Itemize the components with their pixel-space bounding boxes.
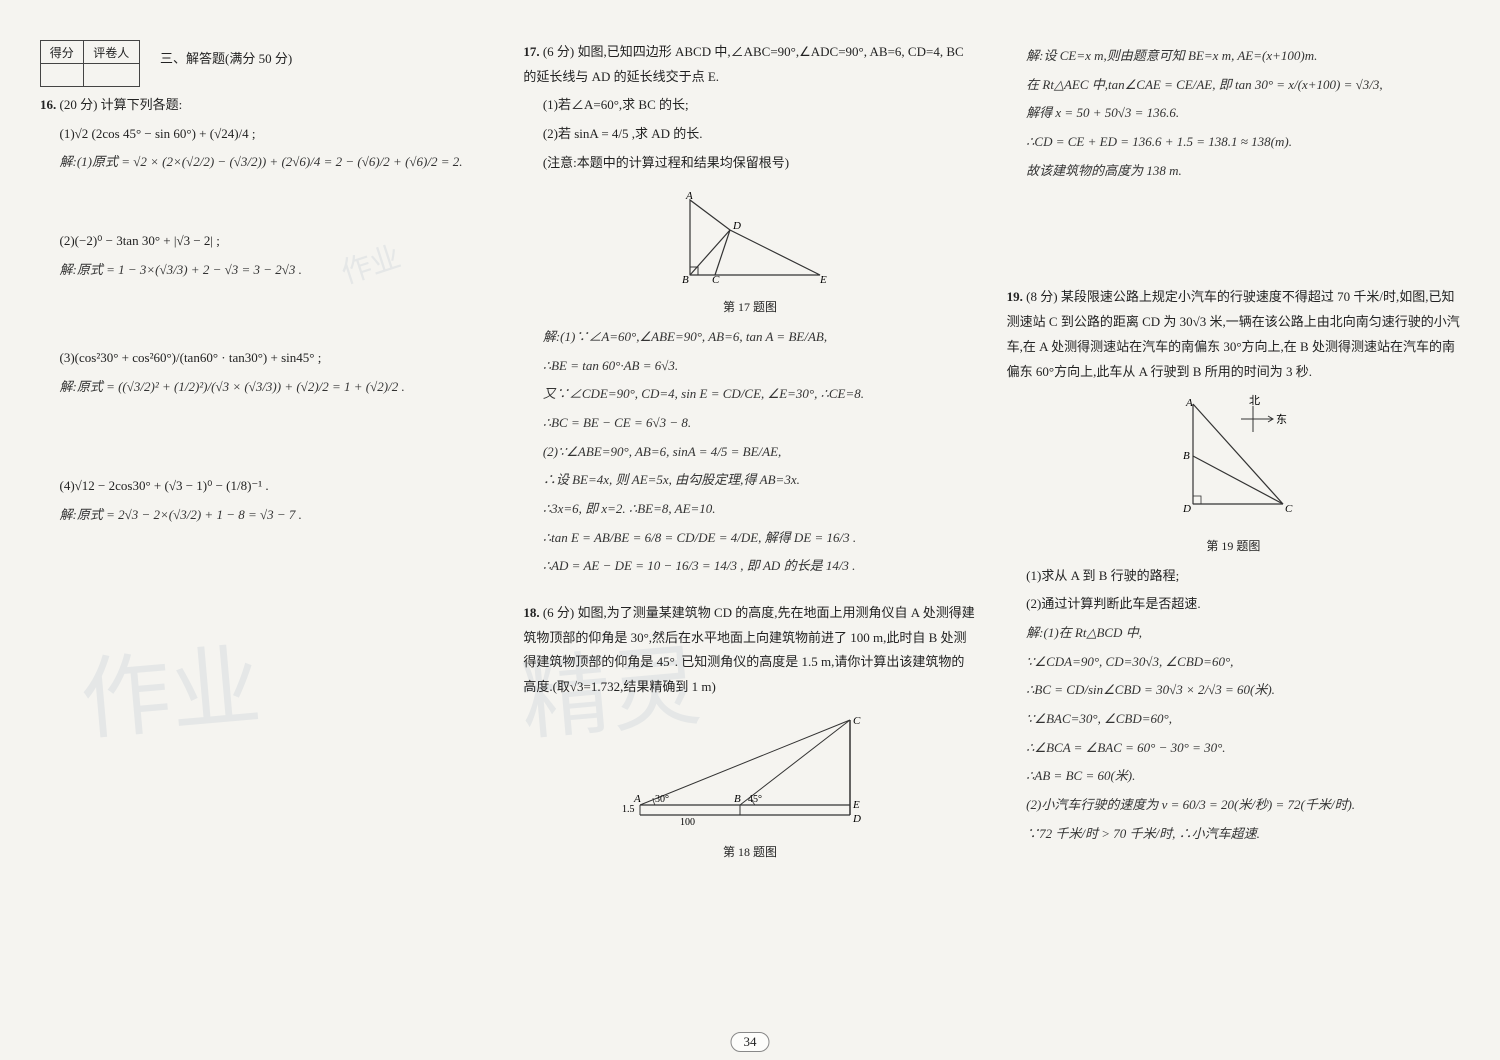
column-2: 17. (6 分) 如图,已知四边形 ABCD 中,∠ABC=90°,∠ADC=… [523, 40, 976, 1040]
p16-part3-q: (3)(cos²30° + cos²60°)/(tan60° · tan30°)… [40, 346, 493, 371]
p19-sol-0: 解:(1)在 Rt△BCD 中, [1007, 621, 1460, 646]
score-header: 得分 [41, 41, 84, 64]
score-table: 得分 评卷人 [40, 40, 140, 87]
svg-text:30°: 30° [655, 794, 669, 805]
svg-text:C: C [1285, 503, 1293, 515]
p19-sol-6: (2)小汽车行驶的速度为 v = 60/3 = 20(米/秒) = 72(千米/… [1007, 793, 1460, 818]
header-row: 得分 评卷人 三、解答题(满分 50 分) [40, 40, 493, 93]
p16-part4-q: (4)√12 − 2cos30° + (√3 − 1)⁰ − (1/8)⁻¹ . [40, 474, 493, 499]
svg-text:D: D [852, 813, 861, 825]
p17-sol-3: ∴BC = BE − CE = 6√3 − 8. [523, 411, 976, 436]
p17-sol-0: 解:(1)∵∠A=60°,∠ABE=90°, AB=6, tan A = BE/… [523, 325, 976, 350]
p17-sol-7: ∴tan E = AB/BE = 6/8 = CD/DE = 4/DE, 解得 … [523, 526, 976, 551]
problem-number: 19. [1007, 289, 1023, 304]
page-number: 34 [731, 1032, 770, 1052]
p19-sol-5: ∴AB = BC = 60(米). [1007, 764, 1460, 789]
svg-text:B: B [682, 274, 689, 285]
p16-part4-a: 解:原式 = 2√3 − 2×(√3/2) + 1 − 8 = √3 − 7 . [40, 503, 493, 528]
p17-sol-5: ∴设 BE=4x, 则 AE=5x, 由勾股定理,得 AB=3x. [523, 468, 976, 493]
problem-16: 16. (20 分) 计算下列各题: (1)√2 (2cos 45° − sin… [40, 93, 493, 527]
column-3: 解:设 CE=x m,则由题意可知 BE=x m, AE=(x+100)m. 在… [1007, 40, 1460, 1040]
problem-18-solution: 解:设 CE=x m,则由题意可知 BE=x m, AE=(x+100)m. 在… [1007, 40, 1460, 183]
p18-sol-3: ∴CD = CE + ED = 136.6 + 1.5 = 138.1 ≈ 13… [1007, 130, 1460, 155]
p19-sol-3: ∵∠BAC=30°, ∠CBD=60°, [1007, 707, 1460, 732]
p17-note: (注意:本题中的计算过程和结果均保留根号) [523, 151, 976, 176]
p18-sol-4: 故该建筑物的高度为 138 m. [1007, 159, 1460, 184]
fig-caption: 第 18 题图 [523, 841, 976, 864]
svg-text:E: E [852, 799, 860, 811]
problem-18: 18. (6 分) 如图,为了测量某建筑物 CD 的高度,先在地面上用测角仪自 … [523, 601, 976, 869]
figure-19: A B D C 北 东 第 19 题图 [1007, 394, 1460, 557]
problem-stem: 如图,已知四边形 ABCD 中,∠ABC=90°,∠ADC=90°, AB=6,… [523, 44, 963, 84]
svg-text:D: D [732, 220, 741, 232]
svg-text:东: 东 [1276, 413, 1287, 426]
svg-text:B: B [1183, 450, 1190, 462]
problem-points: (20 分) [60, 97, 98, 112]
grader-header: 评卷人 [83, 41, 139, 64]
p17-sol-2: 又∵∠CDE=90°, CD=4, sin E = CD/CE, ∠E=30°,… [523, 382, 976, 407]
problem-17: 17. (6 分) 如图,已知四边形 ABCD 中,∠ABC=90°,∠ADC=… [523, 40, 976, 579]
problem-points: (6 分) [543, 605, 574, 620]
svg-text:C: C [853, 715, 861, 727]
p19-sub1: (1)求从 A 到 B 行驶的路程; [1007, 564, 1460, 589]
problem-number: 16. [40, 97, 56, 112]
svg-text:D: D [1182, 503, 1191, 515]
svg-text:A: A [685, 190, 693, 202]
page: 作业 精灵 作业 得分 评卷人 三、解答题(满分 50 分) 16. (20 分… [0, 0, 1500, 1060]
score-cell [41, 64, 84, 87]
problem-points: (8 分) [1026, 289, 1057, 304]
column-1: 得分 评卷人 三、解答题(满分 50 分) 16. (20 分) 计算下列各题:… [40, 40, 493, 1040]
p16-part2-q: (2)(−2)⁰ − 3tan 30° + |√3 − 2| ; [40, 229, 493, 254]
svg-text:1.5: 1.5 [622, 804, 635, 815]
p17-sol-8: ∴AD = AE − DE = 10 − 16/3 = 14/3 , 即 AD … [523, 554, 976, 579]
p16-part1-q: (1)√2 (2cos 45° − sin 60°) + (√24)/4 ; [40, 122, 493, 147]
p17-sub1: (1)若∠A=60°,求 BC 的长; [523, 93, 976, 118]
p19-sol-7: ∵72 千米/时 > 70 千米/时, ∴小汽车超速. [1007, 822, 1460, 847]
fig-caption: 第 19 题图 [1007, 535, 1460, 558]
svg-text:A: A [1185, 397, 1193, 409]
figure-17: A D B C E 第 17 题图 [523, 185, 976, 318]
svg-text:E: E [819, 274, 827, 285]
p18-sol-1: 在 Rt△AEC 中,tan∠CAE = CE/AE, 即 tan 30° = … [1007, 73, 1460, 98]
svg-text:A: A [633, 793, 641, 805]
problem-stem: 某段限速公路上规定小汽车的行驶速度不得超过 70 千米/时,如图,已知测速站 C… [1007, 289, 1460, 378]
p17-sol-1: ∴BE = tan 60°·AB = 6√3. [523, 354, 976, 379]
p19-sub2: (2)通过计算判断此车是否超速. [1007, 592, 1460, 617]
grader-cell [83, 64, 139, 87]
p18-sol-2: 解得 x = 50 + 50√3 = 136.6. [1007, 101, 1460, 126]
problem-number: 18. [523, 605, 539, 620]
svg-text:45°: 45° [748, 794, 762, 805]
p16-part1-a: 解:(1)原式 = √2 × (2×(√2/2) − (√3/2)) + (2√… [40, 150, 493, 175]
p19-sol-2: ∴BC = CD/sin∠CBD = 30√3 × 2/√3 = 60(米). [1007, 678, 1460, 703]
problem-19: 19. (8 分) 某段限速公路上规定小汽车的行驶速度不得超过 70 千米/时,… [1007, 285, 1460, 846]
svg-text:C: C [712, 274, 720, 285]
figure-18: 30° 45° 100 1.5 A B C E D 第 18 题图 [523, 710, 976, 863]
problem-stem: 计算下列各题: [101, 97, 183, 112]
problem-points: (6 分) [543, 44, 574, 59]
svg-text:北: 北 [1249, 394, 1260, 407]
p17-sol-4: (2)∵∠ABE=90°, AB=6, sinA = 4/5 = BE/AE, [523, 440, 976, 465]
p18-sol-0: 解:设 CE=x m,则由题意可知 BE=x m, AE=(x+100)m. [1007, 44, 1460, 69]
p17-sol-6: ∴3x=6, 即 x=2. ∴BE=8, AE=10. [523, 497, 976, 522]
section-title: 三、解答题(满分 50 分) [160, 48, 292, 67]
problem-stem: 如图,为了测量某建筑物 CD 的高度,先在地面上用测角仪自 A 处测得建筑物顶部… [523, 605, 974, 694]
p16-part2-a: 解:原式 = 1 − 3×(√3/3) + 2 − √3 = 3 − 2√3 . [40, 258, 493, 283]
p19-sol-1: ∵∠CDA=90°, CD=30√3, ∠CBD=60°, [1007, 650, 1460, 675]
svg-text:B: B [734, 793, 741, 805]
p16-part3-a: 解:原式 = ((√3/2)² + (1/2)²)/(√3 × (√3/3)) … [40, 375, 493, 400]
problem-number: 17. [523, 44, 539, 59]
p19-sol-4: ∴∠BCA = ∠BAC = 60° − 30° = 30°. [1007, 736, 1460, 761]
p17-sub2: (2)若 sinA = 4/5 ,求 AD 的长. [523, 122, 976, 147]
fig-caption: 第 17 题图 [523, 296, 976, 319]
svg-text:100: 100 [680, 817, 695, 828]
